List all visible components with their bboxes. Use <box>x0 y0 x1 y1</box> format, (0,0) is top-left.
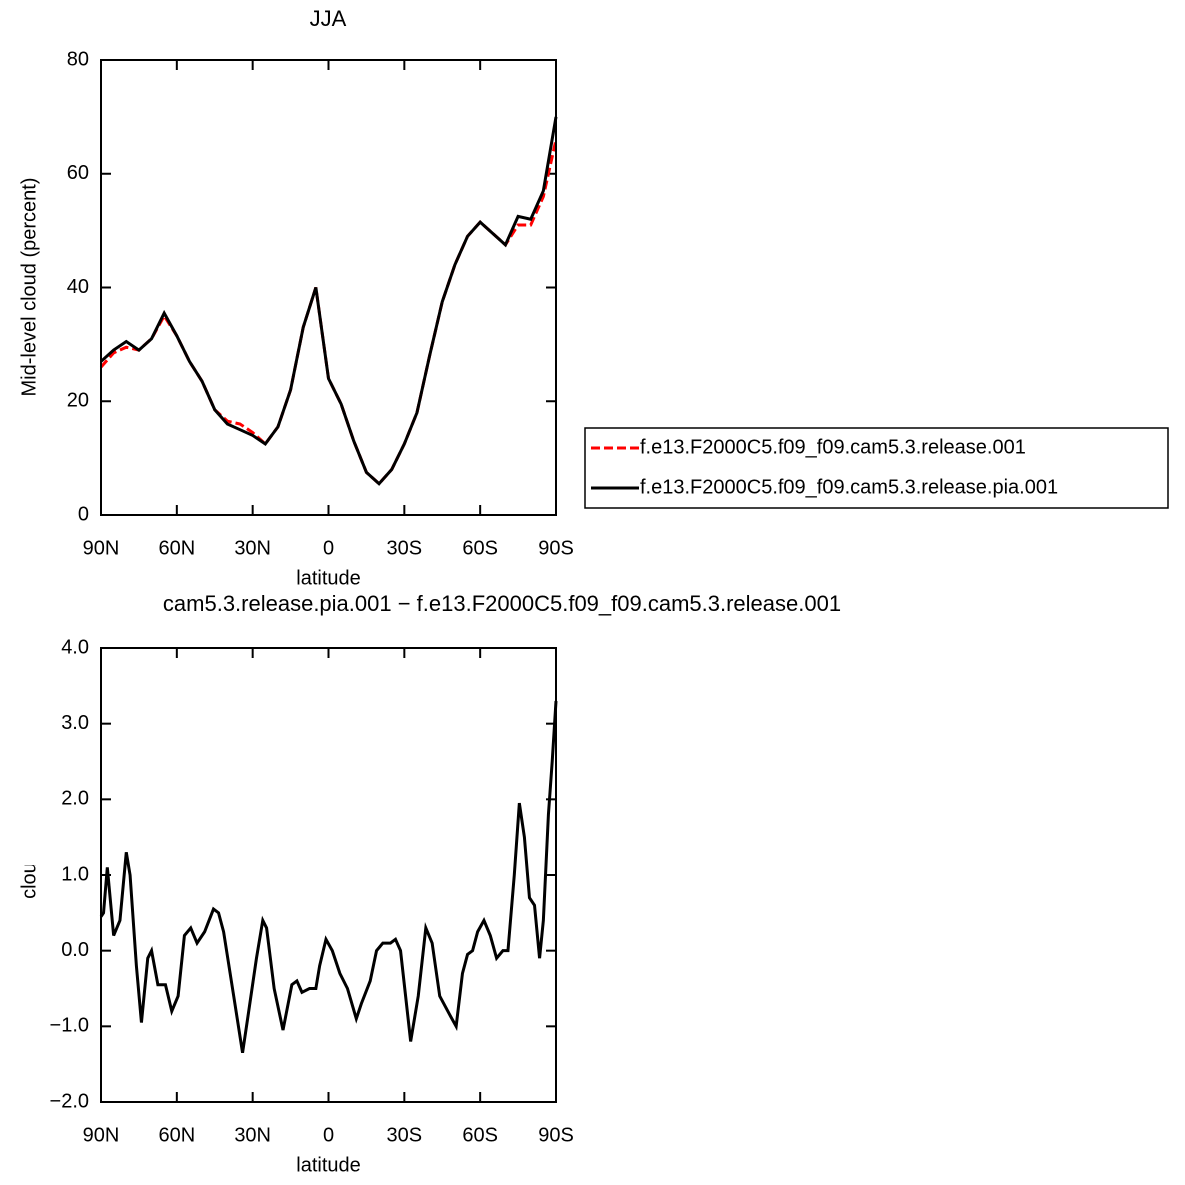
plot-frame <box>100 647 557 1103</box>
x-tick-label: 60N <box>158 537 195 559</box>
x-tick-label: 90S <box>538 1124 574 1146</box>
x-axis-label: latitude <box>296 567 361 589</box>
y-axis-label: Mid-level cloud (percent) <box>18 178 40 397</box>
y-tick-label: −1.0 <box>50 1015 89 1037</box>
y-tick-label: 4.0 <box>61 636 89 658</box>
x-tick-label: 30N <box>234 1124 271 1146</box>
y-tick-label: 2.0 <box>61 788 89 810</box>
data-line <box>99 700 558 1054</box>
chart-title: JJA <box>310 6 347 31</box>
data-line <box>99 139 558 486</box>
x-tick-label: 30N <box>234 537 271 559</box>
y-tick-label: 40 <box>67 276 89 298</box>
y-tick-label: 0 <box>78 503 89 525</box>
y-tick-label: −2.0 <box>50 1090 89 1112</box>
x-tick-label: 0 <box>323 1124 334 1146</box>
x-tick-label: 60S <box>462 537 498 559</box>
plot-frame <box>100 59 557 516</box>
y-tick-label: 80 <box>67 48 89 70</box>
y-tick-label: 1.0 <box>61 863 89 885</box>
legend-label: f.e13.F2000C5.f09_f09.cam5.3.release.pia… <box>640 476 1058 498</box>
legend-label: f.e13.F2000C5.f09_f09.cam5.3.release.001 <box>640 436 1026 458</box>
x-tick-label: 90N <box>83 1124 120 1146</box>
x-tick-label: 60S <box>462 1124 498 1146</box>
x-tick-label: 90N <box>83 537 120 559</box>
y-tick-label: 3.0 <box>61 712 89 734</box>
x-tick-label: 30S <box>387 537 423 559</box>
x-tick-label: 90S <box>538 537 574 559</box>
data-line <box>99 116 558 486</box>
x-axis-label: latitude <box>296 1154 361 1176</box>
x-tick-label: 0 <box>323 537 334 559</box>
y-tick-label: 0.0 <box>61 939 89 961</box>
x-tick-label: 30S <box>387 1124 423 1146</box>
legend-box <box>584 427 1169 509</box>
y-axis-label: Mid-level cloud (percent) <box>18 766 40 985</box>
y-tick-label: 60 <box>67 162 89 184</box>
y-tick-label: 20 <box>67 390 89 412</box>
chart-title: cam5.3.release.pia.001 − f.e13.F2000C5.f… <box>163 591 841 616</box>
x-tick-label: 60N <box>158 1124 195 1146</box>
